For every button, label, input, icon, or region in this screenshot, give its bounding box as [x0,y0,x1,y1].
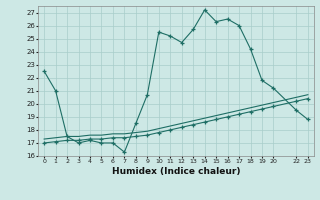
X-axis label: Humidex (Indice chaleur): Humidex (Indice chaleur) [112,167,240,176]
